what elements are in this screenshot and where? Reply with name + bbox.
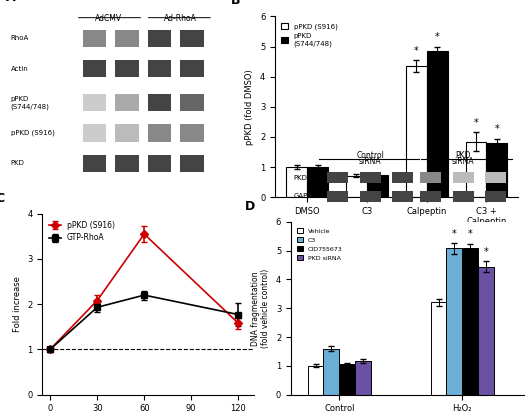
Bar	[462, 248, 478, 395]
Text: *: *	[495, 124, 499, 134]
Text: PKD: PKD	[455, 151, 471, 160]
Bar	[148, 125, 171, 141]
Y-axis label: Fold increase: Fold increase	[13, 276, 22, 332]
Text: PKD: PKD	[11, 160, 24, 166]
Text: RhoA: RhoA	[11, 35, 29, 42]
Text: PKD: PKD	[293, 175, 307, 180]
Text: *: *	[435, 32, 440, 42]
Bar	[367, 175, 388, 197]
Bar	[83, 30, 106, 47]
Bar	[83, 94, 106, 111]
Bar	[83, 60, 106, 77]
Y-axis label: pPKD (fold DMSO): pPKD (fold DMSO)	[245, 69, 254, 145]
Text: B: B	[231, 0, 241, 7]
Bar	[115, 125, 139, 141]
Bar	[148, 155, 171, 172]
Text: pPKD (S916): pPKD (S916)	[11, 130, 54, 136]
Text: siRNA: siRNA	[452, 157, 475, 166]
Bar	[307, 167, 328, 197]
Bar	[485, 191, 506, 202]
Bar	[485, 172, 506, 183]
Bar	[427, 51, 448, 197]
Bar	[487, 143, 507, 197]
Bar	[83, 155, 106, 172]
Bar	[327, 191, 348, 202]
Bar	[478, 267, 494, 395]
Bar	[148, 94, 171, 111]
Bar	[339, 365, 355, 395]
Bar	[83, 125, 106, 141]
Bar	[286, 167, 307, 197]
Bar	[392, 191, 413, 202]
Bar	[180, 30, 204, 47]
Bar	[323, 349, 339, 395]
Bar	[431, 302, 446, 395]
Legend: Vehicle, C3, CID755673, PKD siRNA: Vehicle, C3, CID755673, PKD siRNA	[294, 225, 345, 263]
Bar	[180, 155, 204, 172]
Bar	[446, 248, 462, 395]
Bar	[453, 191, 473, 202]
Text: siRNA: siRNA	[359, 157, 381, 166]
Bar	[420, 172, 441, 183]
Text: A: A	[6, 0, 15, 5]
Bar	[115, 60, 139, 77]
Text: C: C	[0, 192, 5, 205]
Text: AdCMV: AdCMV	[95, 14, 122, 23]
Bar	[392, 172, 413, 183]
Text: pPKD
(S744/748): pPKD (S744/748)	[11, 96, 49, 109]
Text: *: *	[473, 118, 478, 128]
Bar	[180, 125, 204, 141]
Text: GAPDH: GAPDH	[293, 194, 318, 199]
Bar	[355, 360, 371, 395]
Text: Actin: Actin	[11, 66, 29, 72]
Bar	[406, 66, 427, 197]
Text: *: *	[484, 247, 488, 257]
Bar	[360, 191, 380, 202]
Text: *: *	[468, 229, 472, 239]
Bar	[420, 191, 441, 202]
Legend: pPKD (S916), GTP-RhoA: pPKD (S916), GTP-RhoA	[46, 217, 118, 245]
Text: D: D	[244, 200, 254, 213]
Bar	[360, 172, 380, 183]
Bar	[180, 60, 204, 77]
Bar	[346, 175, 367, 197]
Bar	[115, 155, 139, 172]
Bar	[466, 141, 487, 197]
Text: *: *	[414, 46, 418, 55]
Bar	[327, 172, 348, 183]
Bar	[115, 30, 139, 47]
Bar	[115, 94, 139, 111]
Bar	[180, 94, 204, 111]
Bar	[308, 366, 323, 395]
Text: Control: Control	[356, 151, 384, 160]
Bar	[148, 30, 171, 47]
Bar	[148, 60, 171, 77]
Y-axis label: DNA fragmentation
(fold vehicle control): DNA fragmentation (fold vehicle control)	[251, 269, 270, 348]
Text: *: *	[452, 229, 457, 239]
Text: Ad-RhoA: Ad-RhoA	[164, 14, 197, 23]
Bar	[453, 172, 473, 183]
Legend: pPKD (S916), pPKD
(S744/748): pPKD (S916), pPKD (S744/748)	[279, 20, 341, 49]
